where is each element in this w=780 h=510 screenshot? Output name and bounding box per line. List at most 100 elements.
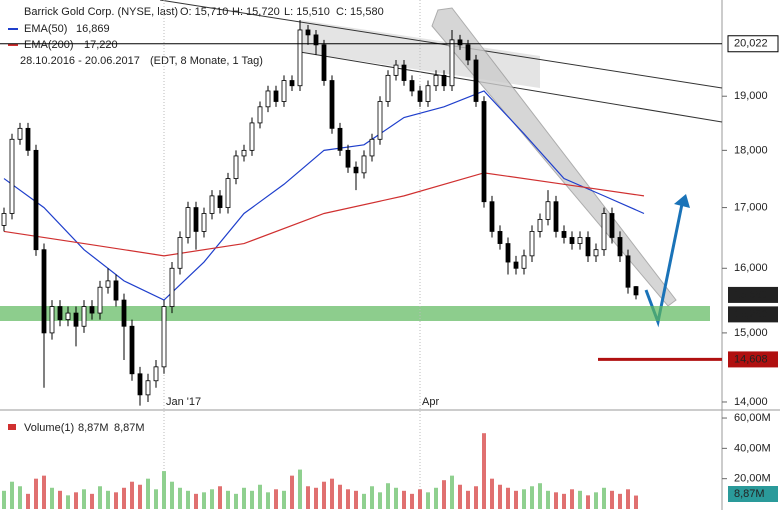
volume-tick-label: 40,00M — [734, 442, 771, 454]
candle-body — [281, 80, 287, 102]
volume-bar — [346, 489, 350, 509]
level-label: 15,580 — [734, 289, 768, 301]
volume-bar — [594, 492, 598, 509]
candle-body — [489, 201, 495, 232]
candle-body — [481, 101, 487, 203]
candle-body — [377, 101, 383, 140]
volume-bar — [266, 492, 270, 509]
volume-bar — [450, 475, 454, 509]
candle-body — [201, 213, 207, 232]
candle-body — [209, 195, 215, 214]
volume-bar — [458, 484, 462, 509]
legend-name: EMA(50) — [24, 23, 67, 35]
volume-bar — [410, 493, 414, 509]
volume-bar — [274, 489, 278, 509]
volume-bar — [554, 492, 558, 509]
volume-bar — [338, 484, 342, 509]
volume-bar — [370, 486, 374, 509]
candle-body — [521, 255, 527, 269]
y-tick-label: 15,000 — [734, 327, 768, 339]
volume-bar — [114, 492, 118, 509]
candle-body — [129, 325, 135, 375]
volume-legend-value: 8,87M — [78, 422, 109, 434]
volume-bar — [306, 486, 310, 509]
x-tick-label: Jan '17 — [166, 396, 201, 408]
legend-value: 16,869 — [76, 23, 110, 35]
candle-body — [609, 213, 615, 238]
candle-body — [289, 80, 295, 87]
candle-body — [345, 149, 351, 168]
candle-body — [569, 237, 575, 244]
legend-name: EMA(200) — [24, 39, 74, 51]
candle-body — [457, 39, 463, 46]
volume-tick-label: 20,00M — [734, 473, 771, 485]
y-tick-label: 17,000 — [734, 201, 768, 213]
candle-body — [145, 380, 151, 396]
title: Barrick Gold Corp. (NYSE, last) — [24, 6, 178, 18]
volume-bar — [2, 490, 6, 509]
volume-bar — [578, 490, 582, 509]
legend-swatch — [8, 424, 16, 430]
period-note: (EDT, 8 Monate, 1 Tag) — [150, 55, 263, 67]
y-tick-label: 19,000 — [734, 90, 768, 102]
candle-body — [441, 74, 447, 87]
candle-body — [169, 267, 175, 307]
ohlc: C: 15,580 — [336, 6, 384, 18]
volume-bar — [386, 483, 390, 509]
candle-body — [497, 231, 503, 244]
volume-bar — [298, 469, 302, 509]
volume-bar — [330, 478, 334, 509]
candle-body — [601, 213, 607, 251]
volume-legend-name: Volume(1) — [24, 422, 74, 434]
volume-axis-label: 8,87M — [734, 488, 765, 500]
candle-body — [505, 243, 511, 263]
candle-body — [297, 29, 303, 87]
candle-body — [113, 280, 119, 301]
volume-bar — [122, 487, 126, 509]
candle-body — [177, 237, 183, 269]
volume-bar — [354, 490, 358, 509]
candle-body — [321, 44, 327, 81]
candle-body — [625, 255, 631, 288]
volume-bar — [402, 490, 406, 509]
volume-bar — [170, 481, 174, 509]
volume-bar — [362, 493, 366, 509]
y-tick-label: 16,000 — [734, 262, 768, 274]
candle-body — [1, 213, 7, 226]
volume-bar — [82, 489, 86, 509]
ohlc: L: 15,510 — [284, 6, 330, 18]
volume-bar — [42, 475, 46, 509]
volume-tick-label: 60,00M — [734, 412, 771, 424]
candle-body — [73, 312, 79, 327]
candle-body — [361, 155, 367, 174]
candle-body — [537, 219, 543, 232]
volume-bar — [394, 487, 398, 509]
candle-body — [425, 85, 431, 102]
volume-bar — [138, 484, 142, 509]
level-label: 15,280 — [734, 308, 768, 320]
candle-body — [313, 34, 319, 46]
volume-bar — [506, 487, 510, 509]
candle-body — [41, 249, 47, 334]
y-tick-label: 18,000 — [734, 144, 768, 156]
volume-bar — [154, 489, 158, 509]
volume-bar — [634, 495, 638, 509]
candle-body — [89, 306, 95, 314]
volume-bar — [530, 486, 534, 509]
level-box — [728, 286, 778, 303]
volume-bar — [474, 486, 478, 509]
candle-body — [385, 74, 391, 102]
candle-body — [33, 149, 39, 251]
candle-body — [57, 306, 63, 321]
volume-bar — [378, 492, 382, 509]
volume-bar — [586, 495, 590, 509]
volume-bar — [66, 495, 70, 509]
candle-body — [529, 231, 535, 257]
candle-body — [553, 201, 559, 232]
candle-body — [49, 306, 55, 334]
candle-body — [137, 373, 143, 396]
volume-bar — [250, 490, 254, 509]
candle-body — [409, 80, 415, 92]
candle-body — [305, 29, 311, 36]
volume-bar — [490, 478, 494, 509]
